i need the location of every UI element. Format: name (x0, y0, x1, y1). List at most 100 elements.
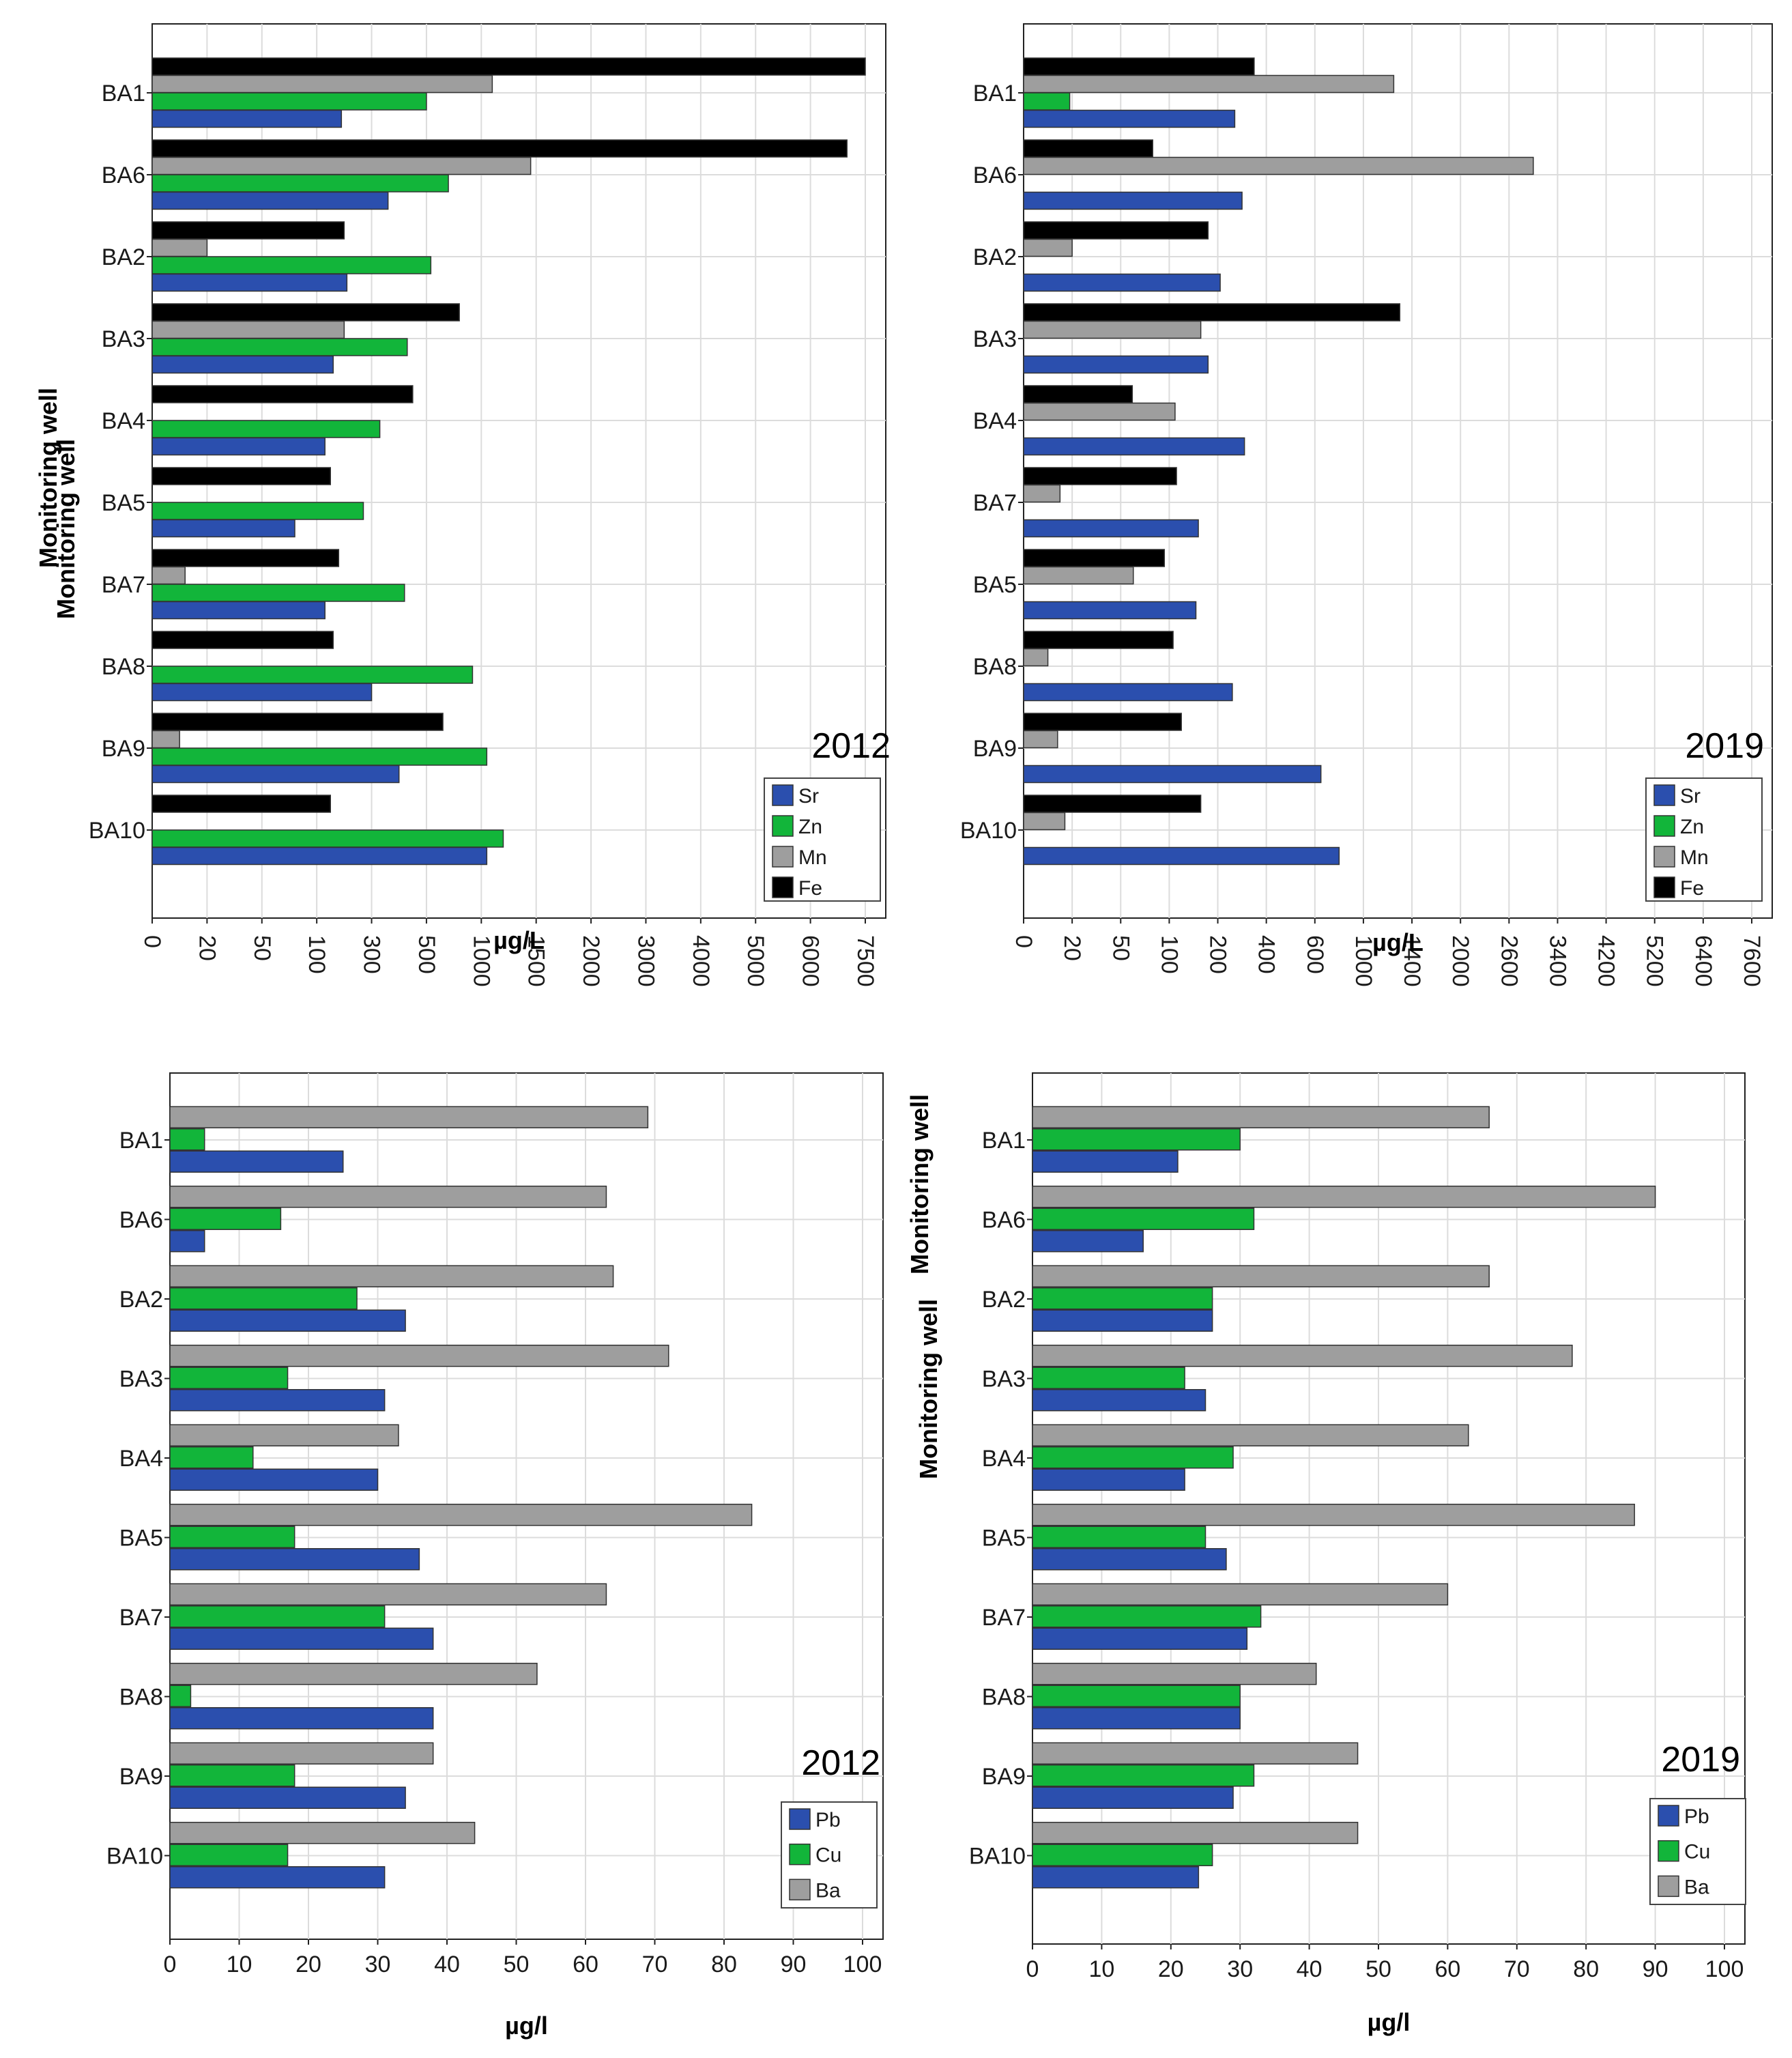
x-tick-label: 40 (434, 1952, 460, 1977)
x-tick-label: 1500 (523, 935, 549, 987)
legend-swatch-zn (1653, 815, 1675, 837)
y-tick-label: BA5 (973, 572, 1017, 598)
x-tick-label: 4000 (688, 935, 714, 987)
bar-mn-ba7 (151, 566, 186, 585)
legend-swatch-zn (772, 815, 794, 837)
x-tick-label: 20 (1059, 935, 1085, 961)
bar-pb-ba7 (1032, 1627, 1248, 1650)
legend-label-pb: Pb (1684, 1805, 1709, 1828)
bar-sr-ba3 (1023, 355, 1209, 374)
y-tick-label: BA5 (982, 1526, 1026, 1552)
bar-sr-ba3 (151, 355, 334, 374)
chart-year-label: 2019 (1685, 726, 1764, 766)
bar-cu-ba6 (1032, 1207, 1255, 1230)
x-tick-label: 100 (304, 935, 330, 974)
y-tick-label: BA7 (102, 572, 145, 598)
chart-year-label: 2019 (1661, 1740, 1740, 1780)
bar-fe-ba8 (151, 631, 334, 649)
x-tick-label: 100 (843, 1952, 882, 1977)
y-tick-label: BA1 (119, 1128, 163, 1154)
legend-label-zn: Zn (798, 816, 822, 838)
bar-mn-ba4 (1023, 402, 1176, 421)
bar-sr-ba7 (1023, 519, 1199, 538)
x-tick-label: 2000 (1447, 935, 1473, 987)
x-tick-label: 80 (711, 1952, 737, 1977)
bar-zn-ba8 (151, 666, 474, 684)
bar-ba-ba6 (1032, 1186, 1656, 1208)
legend-swatch-pb (789, 1808, 811, 1830)
bar-cu-ba5 (169, 1526, 295, 1548)
bar-ba-ba7 (169, 1583, 607, 1605)
x-tick-label: 20 (295, 1952, 321, 1977)
legend-label-fe: Fe (798, 877, 822, 900)
bar-cu-ba9 (1032, 1764, 1255, 1787)
y-tick-label: BA10 (106, 1844, 163, 1870)
chart-year-label: 2012 (801, 1743, 880, 1783)
bar-pb-ba7 (169, 1627, 434, 1650)
x-axis-title: µg/L (493, 926, 545, 954)
x-tick-label: 20 (1158, 1956, 1184, 1982)
bar-ba-ba3 (169, 1345, 669, 1367)
y-tick-label: BA8 (119, 1685, 163, 1711)
y-tick-label: BA7 (982, 1605, 1026, 1631)
legend-label-zn: Zn (1680, 816, 1704, 838)
bar-ba-ba8 (169, 1663, 538, 1685)
bar-ba-ba4 (169, 1424, 399, 1446)
bar-cu-ba5 (1032, 1526, 1206, 1548)
bar-cu-ba3 (1032, 1367, 1185, 1389)
legend-label-ba: Ba (815, 1879, 841, 1902)
bar-mn-ba7 (1023, 484, 1061, 503)
y-tick-label: BA5 (119, 1526, 163, 1552)
bar-sr-ba8 (151, 683, 373, 702)
bar-pb-ba1 (1032, 1150, 1179, 1173)
x-tick-label: 10 (1088, 1956, 1114, 1982)
x-axis-title: µg/L (1372, 928, 1424, 956)
y-tick-label: BA6 (119, 1207, 163, 1233)
x-tick-label: 100 (1156, 935, 1182, 974)
y-tick-label: BA4 (982, 1446, 1026, 1472)
bar-cu-ba1 (169, 1128, 205, 1151)
bar-cu-ba10 (169, 1844, 289, 1866)
bar-ba-ba2 (169, 1265, 614, 1287)
x-tick-label: 50 (1365, 1956, 1391, 1982)
bar-pb-ba6 (169, 1230, 205, 1253)
bar-mn-ba6 (151, 156, 532, 175)
y-tick-label: BA1 (982, 1128, 1026, 1154)
x-tick-label: 0 (1026, 1956, 1039, 1982)
legend-swatch-fe (772, 876, 794, 898)
legend: Pb Cu Ba (781, 1801, 878, 1909)
bar-sr-ba2 (151, 273, 348, 292)
bar-sr-ba9 (1023, 764, 1322, 784)
y-tick-label: BA4 (119, 1446, 163, 1472)
x-tick-label: 400 (1254, 935, 1280, 974)
bar-zn-ba3 (151, 338, 408, 356)
bar-pb-ba5 (169, 1548, 420, 1571)
x-tick-label: 2600 (1496, 935, 1522, 987)
x-tick-label: 60 (573, 1952, 598, 1977)
bar-mn-ba1 (151, 74, 493, 94)
bar-mn-ba5 (1023, 566, 1134, 585)
bar-sr-ba7 (151, 601, 326, 620)
bar-sr-ba2 (1023, 273, 1221, 292)
y-tick-label: BA4 (973, 408, 1017, 434)
legend-label-mn: Mn (1680, 846, 1709, 869)
bar-ba-ba6 (169, 1186, 607, 1208)
bar-sr-ba1 (1023, 109, 1236, 128)
y-tick-label: BA3 (982, 1367, 1026, 1392)
y-tick-label: BA8 (982, 1685, 1026, 1711)
y-tick-label: BA8 (973, 654, 1017, 680)
bar-pb-ba9 (169, 1786, 406, 1809)
chart-p3: BA1 BA6 BA2 BA3 BA4 BA5 BA7 BA8 BA9 BA10 0 10 20 30 40… (52, 439, 884, 2040)
bar-fe-ba1 (151, 57, 866, 76)
x-tick-label: 70 (1504, 1956, 1530, 1982)
bar-fe-ba5 (151, 467, 331, 485)
legend-swatch-fe (1653, 876, 1675, 898)
bar-ba-ba3 (1032, 1345, 1573, 1367)
bar-sr-ba6 (151, 191, 389, 210)
bar-cu-ba7 (1032, 1605, 1262, 1628)
bar-mn-ba8 (1023, 648, 1049, 667)
bar-fe-ba4 (151, 385, 414, 403)
y-tick-label: BA5 (102, 490, 145, 516)
x-tick-label: 6400 (1690, 935, 1716, 987)
bar-zn-ba1 (151, 92, 427, 111)
